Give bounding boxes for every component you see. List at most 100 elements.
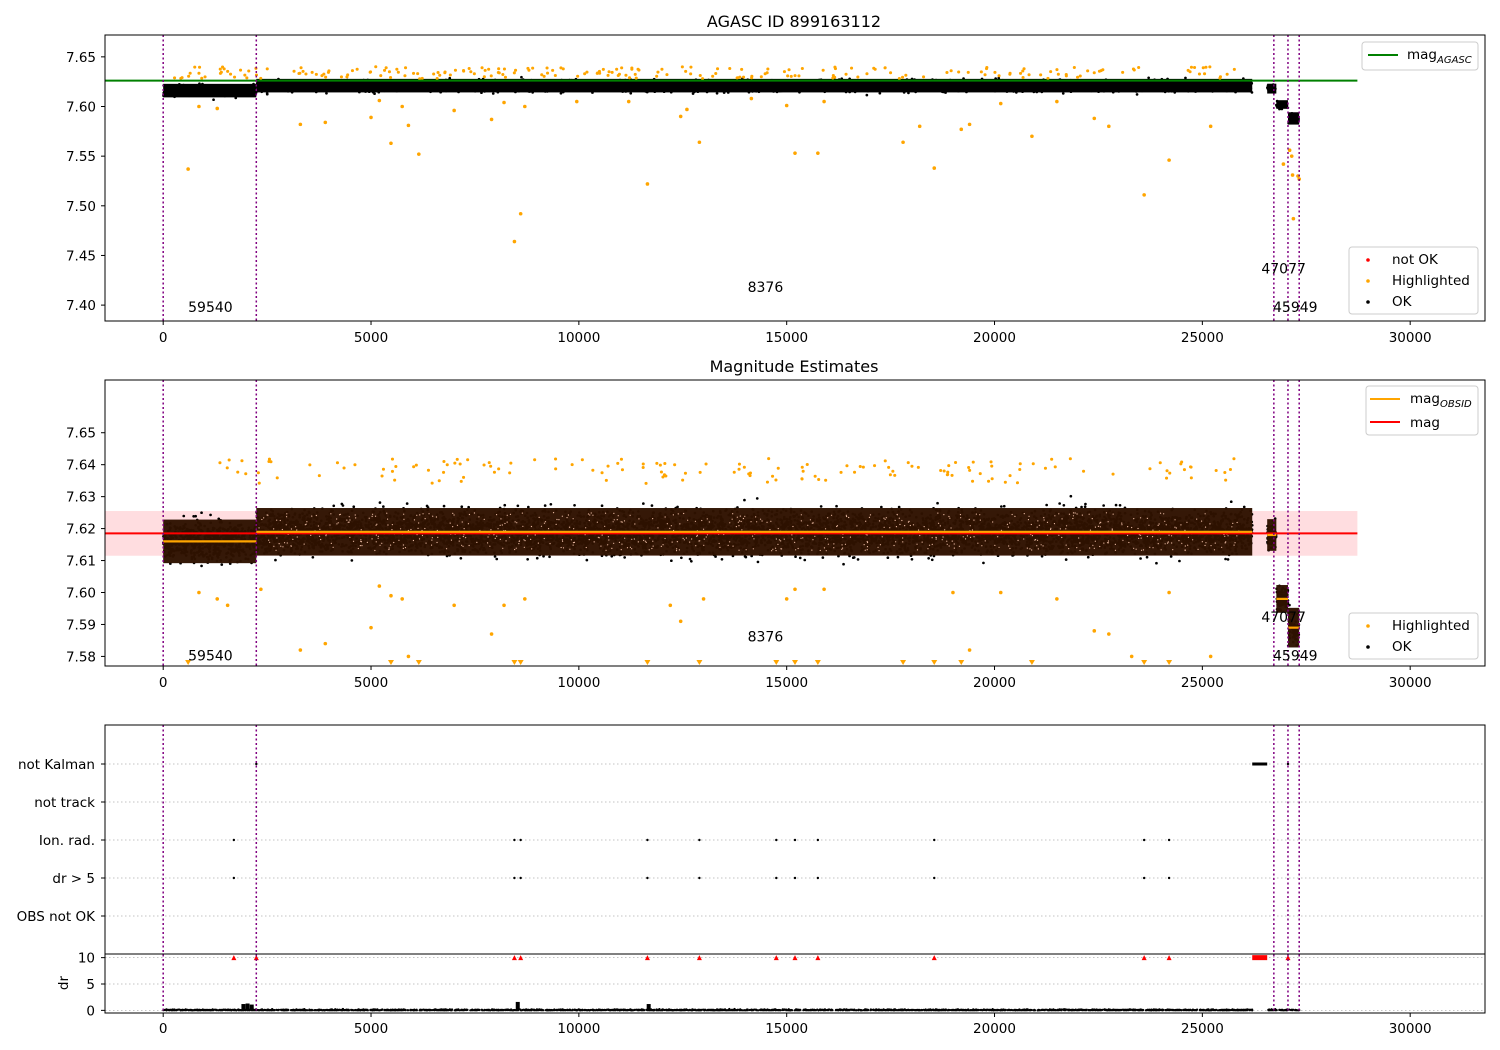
- x-tick-label: 5000: [354, 675, 388, 691]
- panel-magnitude-estimates: Magnitude Estimates 0 5000 10000 15000 20000…: [66, 357, 1486, 691]
- ok-points: [1287, 112, 1300, 125]
- highlighted-point: [452, 603, 456, 608]
- highlighted-point: [951, 590, 955, 595]
- dr-clipped-marker: [518, 955, 524, 961]
- highlighted-point: [197, 590, 201, 595]
- x-tick-label: 10000: [557, 675, 600, 691]
- axes-frame: [104, 379, 1486, 667]
- legend-label-ok: OK: [1392, 639, 1413, 655]
- x-tick-label: 20000: [973, 675, 1016, 691]
- p2-legend-bottom: Highlighted OK: [1348, 612, 1479, 660]
- highlighted-point: [400, 597, 404, 601]
- highlighted-point: [998, 590, 1003, 595]
- highlighted-points: [218, 457, 1236, 485]
- dr-clipped-marker: [696, 955, 702, 961]
- x-tick-label: 25000: [1181, 1021, 1224, 1037]
- highlighted-point: [377, 584, 382, 588]
- dr-clipped-marker: [231, 955, 237, 961]
- dr-point-cluster: [241, 1004, 246, 1011]
- axes-frame: [104, 34, 1486, 322]
- highlighted-point: [1281, 162, 1286, 166]
- highlighted-point: [377, 98, 382, 103]
- highlighted-point: [1208, 124, 1213, 129]
- p1-legend-top: magAGASC: [1361, 41, 1479, 71]
- highlighted-point: [1289, 154, 1294, 158]
- flag-point: [519, 838, 522, 842]
- p2-legend-top: magOBSID mag: [1365, 385, 1479, 436]
- highlighted-point: [1287, 148, 1292, 152]
- flag-point: [816, 838, 820, 842]
- highlighted-point: [822, 99, 826, 104]
- legend-label-mag: mag: [1410, 415, 1440, 431]
- p2-y-axis: 7.58 7.59 7.60 7.61 7.62 7.63 7.64 7.65: [66, 426, 105, 665]
- highlighted-point: [215, 597, 220, 601]
- highlighted-point: [1297, 177, 1301, 181]
- clipped-point-marker: [1028, 660, 1035, 665]
- highlighted-point: [932, 166, 937, 170]
- highlighted-point: [518, 211, 523, 216]
- highlighted-point: [215, 106, 220, 111]
- flag-label: not track: [34, 795, 95, 811]
- highlighted-point: [1055, 597, 1059, 601]
- y-tick-label: 7.62: [66, 522, 96, 538]
- flag-point: [1167, 876, 1171, 880]
- highlighted-point: [1208, 654, 1213, 659]
- highlighted-point: [502, 603, 506, 608]
- legend-label-not-ok: not OK: [1392, 252, 1439, 268]
- dr-clipped-marker: [815, 955, 821, 961]
- p2-plot-layer: [104, 379, 1486, 667]
- highlighted-point: [259, 587, 263, 592]
- p1-plot-layer: [104, 34, 1486, 322]
- highlighted-point: [701, 597, 706, 601]
- x-tick-label: 10000: [557, 330, 600, 346]
- highlighted-point: [369, 115, 373, 120]
- highlighted-point: [1129, 654, 1134, 659]
- p1-x-axis: 0 5000 10000 15000 20000 25000 30000: [159, 321, 1432, 346]
- p1-title: AGASC ID 899163112: [707, 12, 881, 31]
- p2-annotations: 59540 8376 47077 45949: [188, 610, 1317, 664]
- dr-clipped-marker: [1285, 955, 1291, 961]
- highlighted-point: [1092, 629, 1097, 633]
- clipped-point-marker: [696, 660, 703, 665]
- highlighted-point: [1030, 134, 1034, 139]
- highlighted-point: [323, 641, 328, 646]
- flag-point: [1142, 876, 1146, 880]
- dr-point-cluster: [515, 1001, 520, 1011]
- flag-point: [816, 876, 820, 880]
- flag-label: dr > 5: [52, 871, 95, 887]
- p1-annotation: 45949: [1273, 300, 1318, 316]
- dr-clipped-marker: [1141, 955, 1147, 961]
- p2-annotation: 8376: [748, 629, 784, 645]
- flag-label: Ion. rad.: [39, 833, 95, 849]
- dr-clipped-marker: [253, 955, 259, 961]
- highlighted-point: [406, 654, 411, 659]
- legend-frame: [1361, 41, 1479, 71]
- legend-marker-not-ok: [1366, 258, 1370, 262]
- p1-annotation: 8376: [748, 280, 784, 296]
- highlighted-point: [816, 151, 820, 155]
- clipped-point-marker: [958, 660, 965, 665]
- highlighted-point: [197, 104, 201, 109]
- p2-annotation: 45949: [1273, 649, 1318, 665]
- x-tick-label: 5000: [354, 1021, 388, 1037]
- dr-clipped-marker: [792, 955, 798, 961]
- flag-point: [232, 876, 236, 880]
- legend-marker-highlighted: [1366, 624, 1370, 628]
- legend-frame: [1348, 246, 1479, 315]
- flag-point: [933, 838, 936, 842]
- flag-point: [698, 876, 701, 880]
- p2-title: Magnitude Estimates: [710, 357, 879, 376]
- clipped-point-marker: [931, 660, 938, 665]
- flag-point: [1167, 838, 1171, 842]
- clipped-point-marker: [1141, 660, 1148, 665]
- highlighted-point: [523, 104, 527, 109]
- highlighted-point: [389, 593, 393, 598]
- highlighted-point: [959, 127, 964, 132]
- p2-annotation: 59540: [188, 649, 233, 665]
- highlighted-point: [574, 99, 579, 104]
- legend-label-mag-obsid: magOBSID: [1410, 391, 1472, 410]
- y-tick-label: 7.61: [66, 554, 96, 570]
- x-tick-label: 20000: [973, 1021, 1016, 1037]
- highlighted-point: [1107, 632, 1111, 636]
